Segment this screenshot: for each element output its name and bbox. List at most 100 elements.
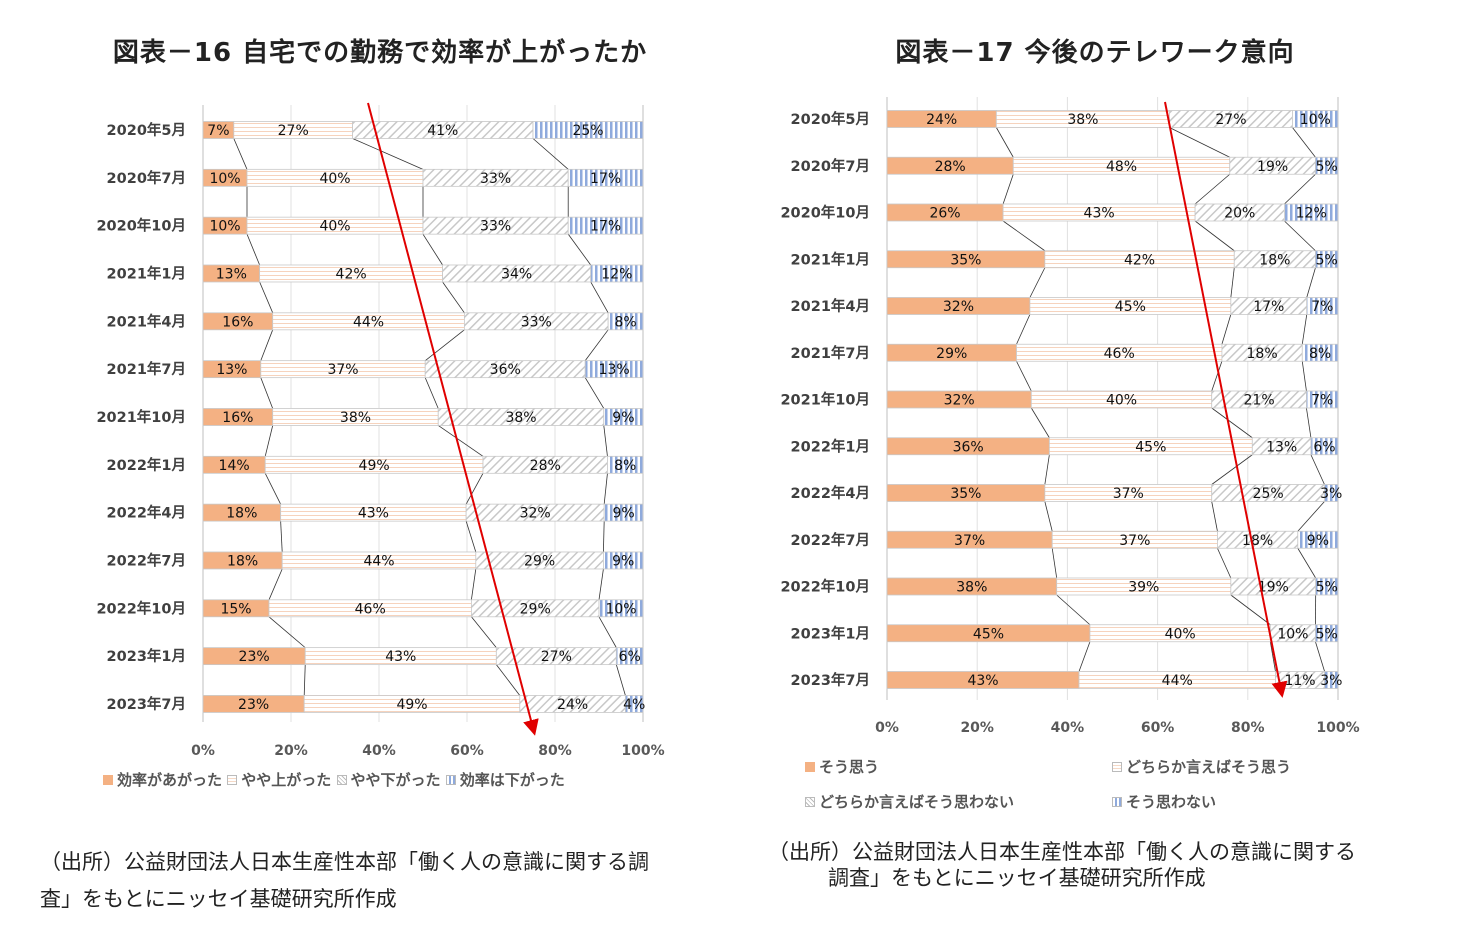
data-label: 29% — [936, 346, 967, 362]
legend-label: 効率があがった — [117, 771, 223, 789]
category-label: 2023年1月 — [107, 647, 186, 665]
chart-title-right: 図表－17 今後のテレワーク意向 — [895, 38, 1295, 68]
trend-arrow — [367, 102, 539, 736]
series-line — [584, 377, 605, 409]
data-label: 33% — [480, 219, 511, 235]
data-label: 18% — [226, 506, 257, 522]
data-label: 45% — [973, 626, 1004, 642]
data-label: 42% — [1124, 252, 1155, 268]
data-label: 23% — [238, 697, 269, 713]
data-label: 24% — [557, 697, 588, 713]
legend-item: どちらか言えばそう思う — [1112, 756, 1291, 777]
series-line — [1310, 454, 1325, 485]
data-label: 38% — [505, 410, 536, 426]
data-label: 34% — [501, 266, 532, 282]
data-label: 15% — [220, 601, 251, 617]
data-label: 40% — [319, 219, 350, 235]
data-label: 8% — [1309, 346, 1331, 362]
series-line — [1301, 314, 1308, 345]
x-tick-label: 100% — [621, 743, 664, 759]
data-label: 32% — [944, 393, 975, 409]
data-label: 45% — [1115, 299, 1146, 315]
series-line — [471, 568, 477, 600]
x-tick-label: 60% — [450, 743, 484, 759]
series-line — [1051, 548, 1058, 579]
data-label: 32% — [943, 299, 974, 315]
data-label: 18% — [227, 553, 258, 569]
legend-swatch — [805, 796, 815, 807]
series-line — [1221, 314, 1232, 345]
category-label: 2022年7月 — [791, 531, 870, 549]
category-label: 2020年7月 — [107, 169, 186, 187]
data-label: 37% — [327, 362, 358, 378]
data-label: 42% — [336, 266, 367, 282]
bar-segment — [615, 647, 644, 666]
series-line — [1301, 361, 1307, 392]
series-line — [280, 521, 283, 552]
data-label: 16% — [222, 410, 253, 426]
series-line — [584, 329, 609, 361]
data-label: 6% — [1313, 439, 1335, 455]
series-line — [1284, 220, 1316, 252]
series-line — [1297, 501, 1325, 532]
legend-item: そう思わない — [1112, 791, 1216, 812]
data-label: 26% — [929, 206, 960, 222]
series-line — [1211, 407, 1253, 439]
data-label: 25% — [572, 123, 603, 139]
series-line — [1002, 220, 1046, 252]
series-line — [303, 664, 306, 696]
data-label: 37% — [1119, 533, 1150, 549]
bar-segment — [584, 360, 644, 379]
data-label: 49% — [359, 458, 390, 474]
series-line — [598, 568, 604, 600]
data-label: 5% — [1316, 626, 1338, 642]
category-label: 2021年4月 — [107, 312, 186, 330]
bar-segment — [1315, 624, 1339, 643]
data-label: 37% — [1113, 486, 1144, 502]
data-label: 43% — [358, 506, 389, 522]
data-label: 46% — [355, 601, 386, 617]
data-label: 39% — [1128, 580, 1159, 596]
data-label: 27% — [278, 123, 309, 139]
bar-segment — [603, 551, 644, 570]
bar-segment — [1284, 203, 1339, 222]
x-tick-label: 0% — [875, 720, 899, 736]
series-line — [438, 425, 484, 457]
data-label: 17% — [590, 219, 621, 235]
data-label: 10% — [1277, 626, 1308, 642]
series-line — [1044, 454, 1050, 485]
data-label: 36% — [490, 362, 521, 378]
category-label: 2021年1月 — [107, 264, 186, 282]
x-tick-label: 20% — [274, 743, 308, 759]
data-label: 23% — [239, 649, 270, 665]
data-label: 25% — [1253, 486, 1284, 502]
series-line — [1230, 267, 1235, 298]
series-line — [603, 473, 608, 505]
legend-label: 効率は下がった — [459, 771, 565, 789]
data-label: 43% — [385, 649, 416, 665]
data-label: 41% — [427, 123, 458, 139]
series-line — [471, 616, 497, 648]
data-label: 48% — [1106, 159, 1137, 175]
data-label: 8% — [614, 314, 636, 330]
data-label: 5% — [1316, 159, 1338, 175]
series-line — [1269, 641, 1276, 672]
data-label: 27% — [1215, 112, 1246, 128]
series-line — [603, 425, 608, 457]
category-label: 2021年7月 — [107, 360, 186, 378]
series-line — [1211, 501, 1218, 532]
series-line — [260, 329, 274, 361]
data-label: 12% — [601, 266, 632, 282]
data-label: 32% — [520, 506, 551, 522]
series-line — [260, 377, 274, 409]
series-line — [259, 281, 274, 313]
series-line — [424, 329, 465, 361]
bar-segment — [625, 695, 644, 713]
series-line — [1306, 267, 1316, 298]
data-label: 35% — [950, 252, 981, 268]
data-label: 17% — [590, 171, 621, 187]
series-line — [268, 568, 283, 600]
legend-swatch — [1112, 761, 1122, 772]
series-line — [264, 425, 274, 457]
